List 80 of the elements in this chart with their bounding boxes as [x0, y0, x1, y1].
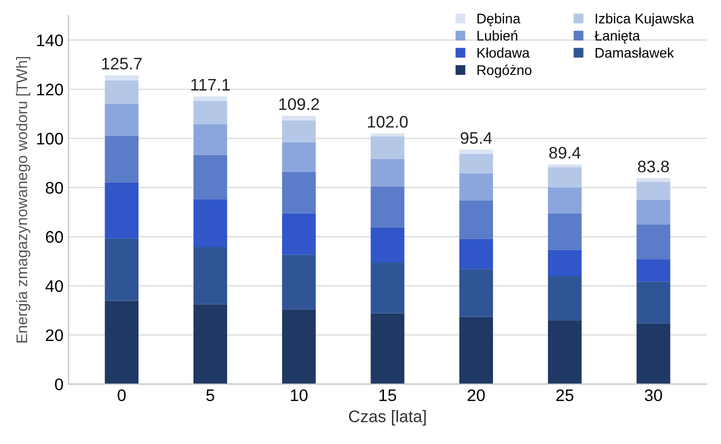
x-tick-label: 25 [556, 389, 574, 402]
x-axis-title: Czas [lata] [349, 410, 426, 426]
legend-label: Kłodawa [478, 48, 530, 58]
bar [282, 142, 316, 172]
y-tick-label: 0 [55, 378, 63, 390]
bar [459, 316, 493, 384]
legend-label: Damasławek [596, 48, 674, 58]
legend-label: Izbica Kujawska [596, 13, 694, 26]
bar [370, 133, 404, 136]
bar [459, 150, 493, 154]
x-tick-label: 15 [380, 390, 396, 402]
legend-label: Lubień [478, 30, 518, 41]
bar [193, 101, 228, 124]
bar [548, 320, 582, 384]
x-tick-label: 30 [644, 389, 662, 402]
bar [548, 213, 582, 250]
bar [548, 164, 582, 168]
bar [459, 200, 493, 239]
bar [459, 269, 493, 317]
bar [193, 154, 228, 200]
legend-label: Łanięta [594, 30, 640, 44]
bar [282, 172, 316, 214]
bar [282, 213, 316, 255]
bar [459, 154, 493, 174]
bar [282, 116, 316, 120]
bar [636, 260, 670, 282]
bar [193, 124, 228, 155]
bar [370, 313, 404, 384]
bar [636, 282, 670, 324]
bar [370, 262, 404, 314]
y-tick-label: 40 [45, 280, 63, 292]
y-tick-label: 120 [37, 84, 63, 96]
total-label: 83.8 [638, 160, 669, 172]
y-tick-label: 80 [46, 182, 63, 194]
bar [193, 96, 228, 102]
bar [370, 136, 404, 159]
bar [636, 178, 670, 182]
bar [636, 323, 670, 384]
total-label: 117.1 [191, 78, 230, 90]
bar [193, 246, 228, 304]
x-tick-label: 20 [468, 389, 485, 402]
x-tick-label: 0 [118, 389, 126, 402]
x-tick-label: 5 [206, 390, 214, 402]
bar [282, 120, 316, 143]
bar [548, 188, 582, 214]
bar [104, 136, 139, 182]
bar [193, 304, 228, 384]
bar [104, 238, 139, 301]
total-label: 89.4 [549, 146, 581, 159]
bar [548, 167, 582, 188]
total-label: 102.0 [368, 116, 408, 128]
bar [104, 300, 139, 384]
bar [370, 186, 404, 228]
bar [104, 80, 139, 104]
y-tick-label: 100 [37, 132, 63, 145]
bar [636, 200, 670, 224]
bar [459, 174, 493, 200]
total-label: 95.4 [460, 132, 492, 144]
bar [370, 158, 404, 186]
y-tick-label: 140 [37, 34, 63, 46]
bar [636, 224, 670, 260]
bar [282, 309, 316, 384]
legend-label: Dębina [478, 13, 520, 26]
bar [548, 276, 582, 320]
bar [282, 254, 316, 310]
total-label: 125.7 [102, 58, 142, 70]
bar [548, 250, 582, 276]
bar [370, 227, 404, 262]
y-tick-label: 60 [46, 231, 63, 243]
bar [459, 238, 493, 270]
bar [104, 104, 139, 136]
y-tick-label: 20 [46, 329, 63, 342]
y-axis-title: Energia zmagazynowanego wodoru [TWh] [16, 56, 30, 342]
bar [104, 182, 139, 238]
x-tick-label: 10 [290, 389, 308, 402]
bar [193, 199, 228, 247]
total-label: 109.2 [279, 98, 319, 110]
bar [104, 75, 139, 80]
bar [636, 182, 670, 200]
legend-label: Rogóżno [478, 64, 532, 78]
